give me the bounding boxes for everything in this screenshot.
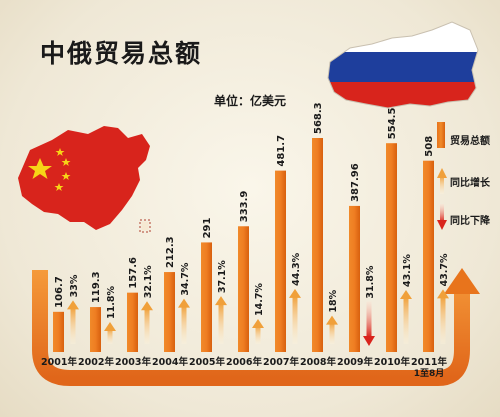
- up-arrow-icon: [437, 168, 447, 194]
- year-sublabel: 1至8月: [414, 368, 445, 379]
- yoy-up-arrow-head: [178, 298, 190, 308]
- russia-map-flag-icon: [327, 21, 479, 109]
- year-label: 2005年: [189, 356, 225, 368]
- yoy-up-arrow-shaft: [255, 326, 261, 344]
- bar-group: 157.6 32.1% 2003年: [115, 257, 154, 368]
- bar-value-label: 157.6: [128, 257, 139, 289]
- bar-group: 554.5 43.1% 2010年: [374, 108, 413, 368]
- bar-group: 568.3 18% 2008年: [300, 102, 339, 368]
- bar-group: 119.3 11.8% 2002年: [78, 271, 117, 368]
- bar: [201, 242, 212, 352]
- bar: [164, 272, 175, 352]
- yoy-down-arrow-shaft: [366, 301, 372, 337]
- bar: [423, 160, 434, 352]
- yoy-label: 43.1%: [402, 254, 413, 287]
- yoy-label: 11.8%: [106, 286, 117, 319]
- yoy-down-arrow-head: [363, 336, 375, 346]
- bar-value-label: 481.7: [276, 135, 287, 167]
- yoy-up-arrow-shaft: [144, 308, 150, 344]
- bar-value-label: 568.3: [313, 102, 324, 134]
- year-label: 2010年: [374, 356, 410, 368]
- unit-label: 单位：亿美元: [214, 94, 287, 108]
- bar-value-label: 508: [424, 136, 435, 157]
- bar: [312, 138, 323, 352]
- yoy-up-arrow-head: [215, 296, 227, 306]
- bars-layer: 106.7 33% 2001年 119.3 11.8% 2002年 157.6 32.1% 20…: [41, 102, 450, 379]
- bar-group: 387.96 31.8% 2009年: [337, 163, 376, 368]
- bar: [90, 307, 101, 352]
- bar-group: 333.9 14.7% 2006年: [226, 191, 265, 368]
- year-label: 2009年: [337, 356, 373, 368]
- bar-value-label: 119.3: [91, 271, 102, 303]
- yoy-up-arrow-head: [289, 288, 301, 298]
- year-label: 2002年: [78, 356, 114, 368]
- yoy-up-arrow-shaft: [440, 296, 446, 344]
- yoy-up-arrow-shaft: [292, 295, 298, 344]
- year-label: 2011年: [411, 356, 447, 368]
- bar-value-label: 212.3: [165, 236, 176, 268]
- bar: [127, 292, 138, 352]
- yoy-up-arrow-shaft: [70, 307, 76, 344]
- bar-value-label: 333.9: [239, 191, 250, 223]
- year-label: 2008年: [300, 356, 336, 368]
- year-label: 2003年: [115, 356, 151, 368]
- bar: [238, 226, 249, 352]
- year-label: 2006年: [226, 356, 262, 368]
- year-label: 2001年: [41, 356, 77, 368]
- yoy-label: 37.1%: [217, 260, 228, 293]
- bar-group: 212.3 34.7% 2004年: [152, 236, 191, 368]
- yoy-label: 14.7%: [254, 283, 265, 316]
- yoy-up-arrow-head: [437, 289, 449, 299]
- yoy-up-arrow-shaft: [181, 305, 187, 344]
- bar-value-label: 387.96: [350, 163, 361, 202]
- yoy-up-arrow-shaft: [107, 328, 113, 344]
- yoy-up-arrow-head: [326, 315, 338, 325]
- year-label: 2007年: [263, 356, 299, 368]
- legend-label-increase: 同比增长: [450, 178, 490, 189]
- yoy-up-arrow-shaft: [218, 303, 224, 344]
- yoy-label: 18%: [328, 289, 339, 312]
- bar-value-label: 554.5: [387, 108, 398, 140]
- bar-group: 291 37.1% 2005年: [189, 218, 228, 368]
- yoy-label: 31.8%: [365, 265, 376, 298]
- bar: [349, 205, 360, 352]
- yoy-up-arrow-head: [67, 300, 79, 310]
- yoy-up-arrow-head: [400, 290, 412, 300]
- bar-group: 106.7 33% 2001年: [41, 274, 80, 368]
- chart-title: 中俄贸易总额: [40, 39, 203, 68]
- yoy-up-arrow-shaft: [329, 322, 335, 344]
- yoy-label: 32.1%: [143, 265, 154, 298]
- legend-label-decrease: 同比下降: [450, 216, 490, 227]
- down-arrow-icon: [437, 204, 447, 230]
- yoy-label: 43.7%: [439, 253, 450, 286]
- yoy-label: 34.7%: [180, 262, 191, 295]
- year-label: 2004年: [152, 356, 188, 368]
- legend-label-total: 贸易总额: [450, 136, 490, 147]
- yoy-label: 33%: [69, 274, 80, 297]
- yoy-up-arrow-shaft: [403, 297, 409, 344]
- bar-value-label: 291: [202, 218, 213, 239]
- bar-group: 481.7 44.3% 2007年: [263, 135, 302, 368]
- yoy-label: 44.3%: [291, 252, 302, 285]
- china-map-flag-icon: [18, 126, 151, 233]
- yoy-up-arrow-head: [141, 301, 153, 311]
- bar: [53, 311, 64, 352]
- legend-swatch-bar: [437, 122, 445, 148]
- frame-arrow: [32, 268, 480, 386]
- bar-value-label: 106.7: [54, 276, 65, 308]
- yoy-up-arrow-head: [252, 319, 264, 329]
- yoy-up-arrow-head: [104, 321, 116, 331]
- bar: [386, 143, 397, 352]
- bar: [275, 170, 286, 352]
